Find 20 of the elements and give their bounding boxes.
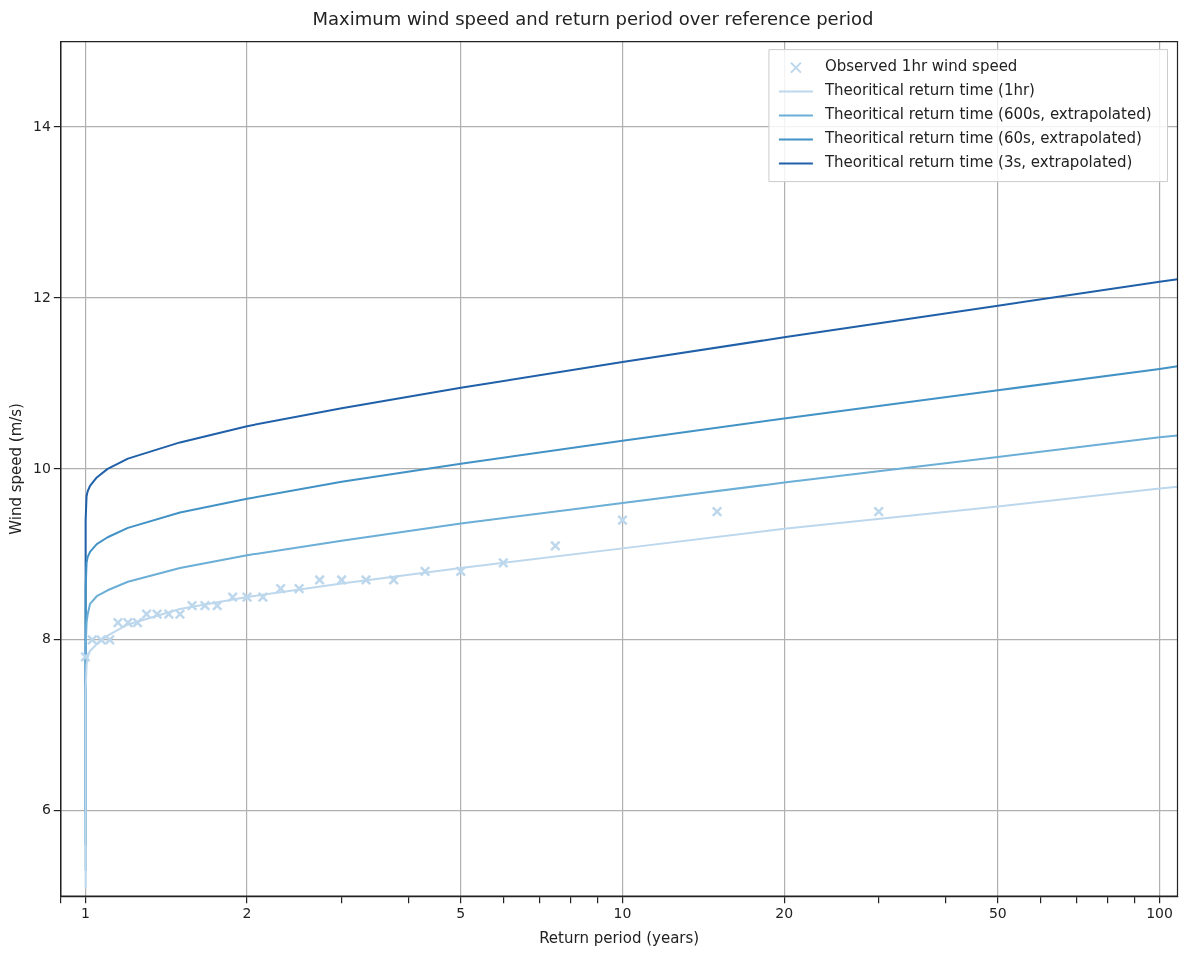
legend-label: Theoritical return time (600s, extrapolated)	[823, 105, 1152, 124]
x-tick-label: 1	[80, 905, 90, 922]
y-tick-label: 6	[41, 801, 51, 818]
y-tick-label: 14	[32, 117, 51, 134]
legend-label: Observed 1hr wind speed	[824, 57, 1018, 76]
y-axis-title: Wind speed (m/s)	[6, 403, 25, 535]
x-tick-label: 100	[1146, 905, 1173, 922]
x-tick-label: 5	[456, 905, 466, 922]
x-tick-label: 10	[613, 905, 632, 922]
x-tick-label: 2	[242, 905, 252, 922]
x-tick-label: 50	[988, 905, 1007, 922]
x-axis-title: Return period (years)	[539, 928, 700, 947]
y-tick-label: 8	[41, 630, 51, 647]
y-tick-label: 10	[32, 459, 51, 476]
legend-label: Theoritical return time (3s, extrapolated)	[823, 153, 1133, 172]
y-tick-label: 12	[32, 288, 51, 305]
chart-title: Maximum wind speed and return period over reference period	[312, 8, 874, 30]
legend-label: Theoritical return time (60s, extrapolated)	[823, 129, 1142, 148]
x-tick-label: 20	[775, 905, 794, 922]
legend-label: Theoritical return time (1hr)	[823, 81, 1035, 100]
